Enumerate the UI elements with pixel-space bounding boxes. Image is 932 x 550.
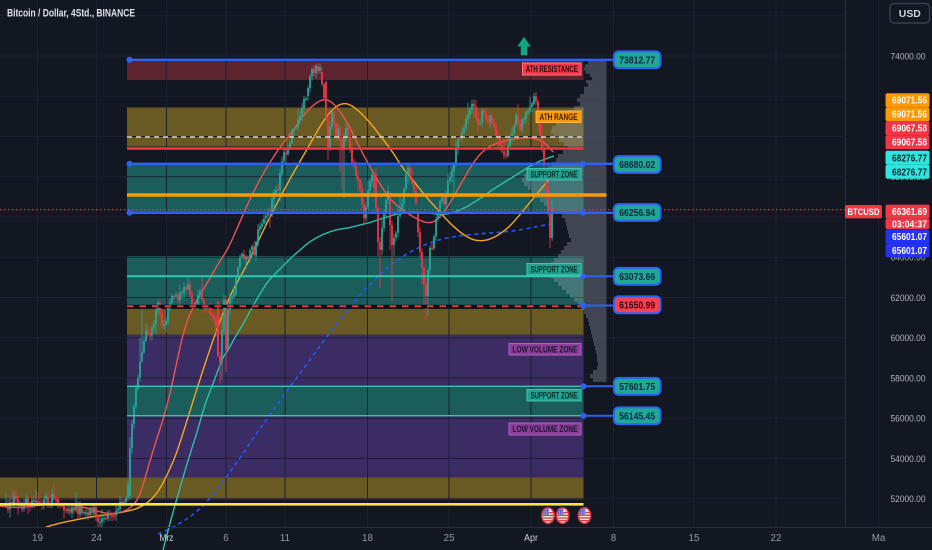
svg-text:69071.56: 69071.56: [892, 110, 927, 121]
svg-text:69071.56: 69071.56: [892, 96, 927, 107]
svg-text:USD: USD: [899, 9, 921, 20]
svg-text:69067.58: 69067.58: [892, 138, 927, 149]
svg-text:03:04:37: 03:04:37: [892, 219, 927, 230]
svg-text:74000.00: 74000.00: [891, 51, 926, 62]
svg-text:58000.00: 58000.00: [891, 373, 926, 384]
svg-text:Bitcoin / Dollar, 4Std., BINAN: Bitcoin / Dollar, 4Std., BINANCE: [7, 8, 135, 20]
svg-text:22: 22: [771, 533, 782, 544]
svg-text:25: 25: [444, 533, 455, 544]
svg-text:57601.75: 57601.75: [619, 382, 655, 393]
svg-text:63073.66: 63073.66: [619, 272, 655, 283]
svg-text:6: 6: [223, 533, 229, 544]
svg-text:65601.07: 65601.07: [892, 232, 927, 243]
svg-text:SUPPORT ZONE: SUPPORT ZONE: [531, 264, 578, 274]
svg-text:56000.00: 56000.00: [891, 414, 926, 425]
svg-text:SUPPORT ZONE: SUPPORT ZONE: [531, 169, 578, 179]
svg-text:68276.77: 68276.77: [892, 167, 927, 178]
svg-text:LOW VOLUME ZONE: LOW VOLUME ZONE: [513, 344, 578, 354]
svg-text:SUPPORT ZONE: SUPPORT ZONE: [531, 390, 578, 400]
svg-text:ATH RANGE: ATH RANGE: [540, 112, 578, 122]
svg-text:15: 15: [689, 533, 700, 544]
svg-text:Apr: Apr: [524, 533, 539, 544]
svg-text:24: 24: [91, 533, 102, 544]
svg-text:Ma: Ma: [872, 533, 886, 544]
svg-text:ATH RESISTANCE: ATH RESISTANCE: [526, 64, 578, 74]
svg-text:68276.77: 68276.77: [892, 153, 927, 164]
svg-text:66256.94: 66256.94: [619, 208, 655, 219]
svg-text:66361.69: 66361.69: [892, 207, 927, 218]
svg-text:LOW VOLUME ZONE: LOW VOLUME ZONE: [513, 424, 578, 434]
svg-text:Mrz: Mrz: [160, 533, 174, 544]
svg-text:54000.00: 54000.00: [891, 454, 926, 465]
svg-text:73812.77: 73812.77: [619, 55, 655, 66]
svg-text:8: 8: [611, 533, 617, 544]
svg-text:61650.99: 61650.99: [619, 300, 655, 311]
svg-text:68680.02: 68680.02: [619, 160, 655, 171]
svg-text:65601.07: 65601.07: [892, 246, 927, 257]
svg-text:11: 11: [280, 533, 290, 544]
svg-text:19: 19: [32, 533, 43, 544]
svg-text:52000.00: 52000.00: [891, 494, 926, 505]
svg-text:BTCUSD: BTCUSD: [848, 207, 880, 218]
svg-text:56145.45: 56145.45: [619, 411, 655, 422]
svg-text:60000.00: 60000.00: [891, 333, 926, 344]
svg-text:64000.00: 64000.00: [891, 253, 926, 264]
svg-text:62000.00: 62000.00: [891, 293, 926, 304]
svg-text:69067.58: 69067.58: [892, 124, 927, 135]
svg-text:18: 18: [362, 533, 373, 544]
